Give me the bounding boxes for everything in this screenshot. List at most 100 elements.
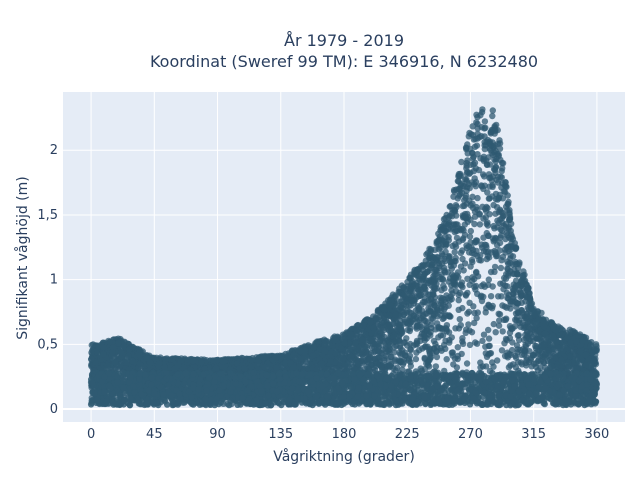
scatter-point bbox=[489, 193, 496, 200]
scatter-point bbox=[397, 307, 405, 315]
scatter-point bbox=[481, 138, 488, 146]
scatter-point bbox=[473, 203, 480, 211]
scatter-point bbox=[479, 171, 487, 178]
scatter-point bbox=[439, 224, 447, 231]
scatter-point bbox=[461, 221, 468, 228]
scatter-point bbox=[518, 307, 525, 314]
scatter-point bbox=[593, 346, 600, 353]
scatter-point bbox=[473, 340, 481, 347]
scatter-point bbox=[515, 300, 522, 307]
scatter-point bbox=[412, 355, 420, 363]
scatter-point bbox=[282, 359, 289, 367]
scatter-point bbox=[423, 360, 430, 367]
scatter-point bbox=[467, 216, 474, 223]
scatter-point bbox=[467, 239, 474, 246]
scatter-point bbox=[473, 314, 480, 322]
scatter-point bbox=[410, 312, 418, 319]
scatter-point bbox=[433, 353, 441, 361]
scatter-point bbox=[413, 349, 420, 356]
scatter-point bbox=[477, 112, 484, 119]
scatter-point bbox=[430, 291, 437, 298]
scatter-point bbox=[487, 293, 495, 300]
scatter-point bbox=[485, 248, 492, 255]
scatter-point bbox=[458, 158, 465, 166]
scatter-point bbox=[463, 360, 471, 367]
scatter-point bbox=[456, 316, 463, 323]
scatter-point bbox=[496, 239, 504, 247]
scatter-point bbox=[504, 283, 511, 290]
scatter-point bbox=[314, 365, 321, 373]
scatter-point bbox=[422, 277, 429, 284]
scatter-point bbox=[438, 271, 445, 278]
scatter-point bbox=[396, 349, 403, 356]
scatter-point bbox=[513, 314, 521, 321]
scatter-point bbox=[516, 259, 523, 266]
scatter-point bbox=[433, 348, 440, 355]
scatter-point bbox=[453, 234, 461, 242]
scatter-point bbox=[100, 351, 107, 358]
scatter-point bbox=[459, 247, 466, 254]
scatter-point bbox=[474, 194, 481, 202]
scatter-point bbox=[466, 341, 474, 349]
scatter-point bbox=[391, 344, 398, 351]
scatter-point bbox=[567, 339, 575, 346]
scatter-point bbox=[129, 357, 136, 365]
scatter-point bbox=[483, 255, 490, 263]
scatter-point bbox=[481, 118, 489, 125]
scatter-point bbox=[479, 337, 486, 345]
scatter-point bbox=[439, 315, 446, 323]
scatter-point bbox=[438, 250, 446, 258]
scatter-point bbox=[491, 263, 499, 271]
scatter-point bbox=[498, 214, 506, 222]
scatter-point bbox=[419, 263, 427, 270]
scatter-point bbox=[473, 237, 481, 244]
scatter-point bbox=[476, 210, 483, 218]
scatter-point bbox=[318, 360, 325, 367]
scatter-point bbox=[506, 210, 513, 218]
scatter-point bbox=[435, 334, 442, 341]
scatter-point bbox=[482, 343, 489, 350]
scatter-point bbox=[492, 329, 499, 336]
scatter-point bbox=[526, 348, 533, 355]
scatter-point bbox=[427, 354, 435, 361]
scatter-point bbox=[115, 339, 122, 347]
scatter-point bbox=[381, 354, 388, 362]
scatter-point bbox=[409, 287, 416, 294]
scatter-point bbox=[412, 282, 420, 289]
scatter-point bbox=[526, 318, 533, 326]
scatter-point bbox=[500, 316, 508, 323]
scatter-point bbox=[566, 326, 573, 333]
scatter-point bbox=[477, 364, 484, 371]
scatter-point bbox=[401, 349, 409, 356]
scatter-point bbox=[490, 165, 498, 173]
scatter-point bbox=[495, 151, 502, 158]
scatter-point bbox=[392, 367, 399, 374]
scatter-point bbox=[532, 311, 539, 318]
scatter-point bbox=[506, 323, 514, 330]
scatter-point bbox=[316, 346, 324, 353]
scatter-point bbox=[456, 289, 464, 296]
scatter-point bbox=[406, 327, 413, 335]
scatter-point bbox=[499, 160, 507, 167]
scatter-point bbox=[498, 347, 506, 354]
scatter-point bbox=[443, 356, 450, 363]
scatter-point bbox=[425, 291, 432, 298]
scatter-point bbox=[458, 189, 466, 197]
scatter-point bbox=[359, 359, 366, 367]
scatter-point bbox=[530, 360, 538, 367]
scatter-point bbox=[547, 341, 554, 348]
scatter-point bbox=[522, 314, 529, 322]
scatter-point bbox=[520, 336, 528, 343]
scatter-point bbox=[487, 268, 495, 276]
scatter-point bbox=[523, 281, 531, 289]
scatter-point bbox=[470, 161, 477, 168]
scatter-point bbox=[523, 286, 531, 294]
chart-title-line1: År 1979 - 2019 bbox=[284, 31, 404, 50]
scatter-point bbox=[432, 310, 439, 318]
scatter-point bbox=[351, 365, 358, 373]
scatter-point bbox=[445, 254, 453, 261]
scatter-point bbox=[414, 341, 421, 348]
scatter-point bbox=[331, 336, 338, 343]
scatter-point bbox=[488, 177, 495, 184]
scatter-point bbox=[450, 273, 457, 280]
